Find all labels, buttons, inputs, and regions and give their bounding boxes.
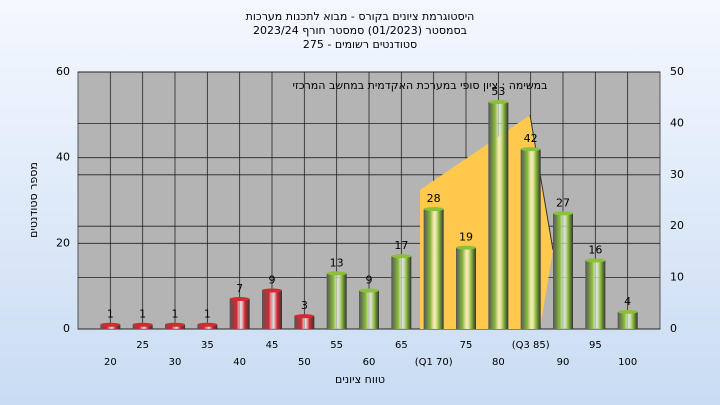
bar	[617, 311, 638, 329]
bar	[197, 324, 218, 329]
value-label: 1	[107, 308, 114, 321]
bar-top	[617, 309, 638, 314]
bar	[165, 324, 185, 329]
x-tick-label: (Q1 70)	[415, 357, 453, 368]
bar	[262, 290, 282, 329]
x-tick-label: 50	[298, 357, 311, 368]
chart-title: היסטוגרמת ציונים בקורס - מבוא לתכנות מער…	[246, 10, 475, 23]
y-tick-label: 60	[56, 65, 70, 78]
y2-tick-label: 50	[670, 65, 684, 78]
x-tick-label: 35	[201, 340, 214, 351]
x-tick-label: (Q3 85)	[512, 340, 550, 351]
bar-top	[391, 254, 412, 259]
value-label: 3	[301, 299, 308, 312]
value-label: 7	[236, 282, 243, 295]
bar-top	[100, 322, 121, 327]
bar-top	[262, 288, 282, 293]
value-label: 28	[427, 192, 441, 205]
bar-top	[423, 207, 444, 212]
x-tick-label: 20	[104, 357, 117, 368]
x-tick-label: 45	[266, 340, 279, 351]
bar	[100, 324, 121, 329]
y2-tick-label: 30	[670, 168, 684, 181]
y2-tick-label: 20	[670, 219, 684, 232]
value-label: 4	[624, 295, 631, 308]
bar-top	[520, 147, 541, 152]
value-label: 1	[172, 308, 179, 321]
x-tick-label: 95	[589, 340, 602, 351]
bar-top	[585, 258, 606, 263]
distribution-line	[529, 114, 554, 251]
x-tick-label: 100	[618, 357, 637, 368]
value-label: 1	[204, 308, 211, 321]
bar	[132, 324, 153, 329]
value-label: 13	[330, 256, 344, 269]
chart-subtitle: בסמסטר (01/2023) סמסטר חורף 2023/24	[253, 24, 467, 37]
bar-top	[132, 322, 153, 327]
value-label: 17	[394, 239, 408, 252]
bar	[585, 260, 606, 329]
bar	[229, 299, 250, 329]
annotation: במשימה : ציון סופי במערכת האקדמית במחשב …	[293, 79, 548, 92]
value-label: 53	[491, 85, 505, 98]
distribution-shape	[420, 115, 553, 329]
x-tick-label: 75	[460, 340, 473, 351]
value-label: 1	[139, 308, 146, 321]
x-tick-label: 25	[136, 340, 149, 351]
bar	[553, 213, 573, 329]
y2-tick-label: 0	[670, 322, 677, 335]
value-label: 9	[269, 273, 276, 286]
bar	[520, 149, 541, 329]
y-tick-label: 20	[56, 236, 70, 249]
bar-top	[359, 288, 379, 293]
y-tick-label: 40	[56, 151, 70, 164]
x-tick-label: 60	[363, 357, 376, 368]
y2-tick-label: 10	[670, 271, 684, 284]
value-label: 9	[366, 273, 373, 286]
bar-top	[197, 322, 218, 327]
x-tick-label: 30	[169, 357, 182, 368]
x-tick-label: 65	[395, 340, 408, 351]
x-tick-label: 90	[557, 357, 570, 368]
x-axis-label: טווח ציונים	[335, 373, 385, 386]
value-label: 27	[556, 196, 570, 209]
y-tick-label: 0	[63, 322, 70, 335]
y-axis-label: מספר סטודנטים	[27, 162, 40, 238]
bar-top	[294, 314, 315, 319]
bar-top	[553, 211, 573, 216]
bar	[488, 101, 509, 329]
bar	[423, 209, 444, 329]
value-label: 16	[588, 243, 602, 256]
bar-top	[229, 297, 250, 302]
bar-top	[326, 271, 347, 276]
bar	[391, 256, 412, 329]
bar	[326, 273, 347, 329]
x-tick-label: 55	[330, 340, 343, 351]
value-label: 42	[524, 132, 538, 145]
y2-tick-label: 40	[670, 116, 684, 129]
value-label: 19	[459, 231, 473, 244]
x-tick-label: 80	[492, 357, 505, 368]
bar	[294, 316, 315, 329]
bar-top	[488, 99, 509, 104]
bar-top	[165, 322, 185, 327]
chart-subtitle: סטודנטים רשומים - 275	[303, 38, 417, 51]
bar-top	[456, 245, 476, 250]
bar	[456, 247, 476, 329]
bar	[359, 290, 379, 329]
x-tick-label: 40	[233, 357, 246, 368]
